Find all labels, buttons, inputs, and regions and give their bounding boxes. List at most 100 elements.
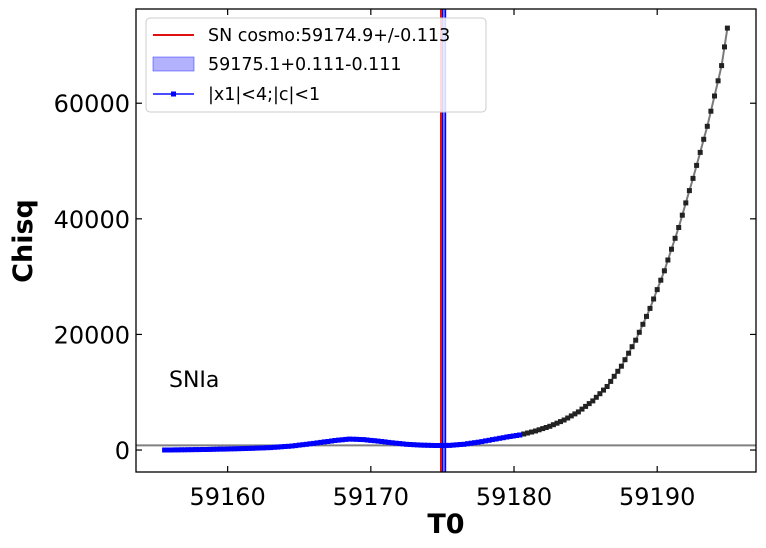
series-0-point — [368, 437, 374, 443]
series-0-point — [264, 445, 270, 451]
series-0-point — [250, 445, 256, 451]
y-tick-label: 60000 — [54, 90, 130, 118]
series-1-point — [669, 246, 674, 252]
series-0-point — [472, 440, 478, 446]
series-0-point — [379, 439, 385, 444]
series-1-point — [533, 428, 538, 434]
series-0-point — [397, 441, 402, 446]
series-1-point — [521, 431, 527, 437]
series-0-point — [192, 447, 198, 453]
series-0-point — [214, 446, 220, 452]
series-1-point — [604, 384, 610, 389]
legend-label-series: |x1|<4;|c|<1 — [208, 85, 320, 105]
series-0-point — [357, 437, 363, 442]
series-0-point — [185, 447, 191, 453]
series-0-point — [257, 445, 263, 451]
series-0-point — [497, 435, 503, 441]
legend-frame — [145, 17, 487, 113]
series-0-point — [318, 439, 324, 445]
x-tick-label: 59180 — [476, 483, 552, 511]
series-0-point — [207, 446, 213, 452]
series-0-point — [407, 442, 413, 447]
x-tick-label: 59160 — [189, 483, 265, 511]
series-0-point — [514, 433, 519, 438]
series-1-point — [701, 136, 707, 142]
series-0-point — [246, 445, 252, 451]
series-0-point — [268, 445, 274, 451]
series-1-point — [690, 175, 696, 181]
x-axis-title: T0 — [427, 509, 464, 540]
series-0-point — [172, 447, 178, 453]
series-1-point — [565, 415, 571, 421]
series-0-point — [504, 434, 510, 440]
axes: 59160 59170 59180 59190 0 20000 40000 60000 — [54, 9, 756, 511]
series-1-point — [586, 401, 592, 407]
series-0-point — [386, 439, 392, 445]
series-0 — [162, 432, 523, 453]
series-0-point — [325, 439, 331, 444]
series-0-point — [479, 439, 485, 445]
series-0-point — [354, 436, 359, 442]
series-0-point — [425, 442, 431, 448]
plot-frame — [135, 8, 757, 473]
series-1-point — [615, 368, 621, 374]
series-0-point — [371, 438, 377, 444]
series-1-point — [704, 123, 710, 129]
series-0-point — [361, 437, 367, 443]
series-1-point — [626, 350, 632, 356]
series-0-point — [339, 437, 345, 443]
series-0-point — [465, 441, 470, 447]
series-0-point — [336, 437, 342, 443]
x-tick-label: 59170 — [333, 483, 409, 511]
series-0-point — [443, 442, 449, 448]
y-tick-label: 0 — [115, 437, 130, 465]
x-tick-label: 59190 — [619, 483, 695, 511]
series-1-point — [622, 357, 628, 363]
series-0-point — [286, 443, 291, 449]
series-0-point — [178, 447, 184, 453]
series-0-point — [393, 440, 399, 446]
series-0-point — [475, 439, 481, 445]
series-0-point — [278, 444, 284, 450]
series-0-point — [400, 441, 406, 447]
series-0-point — [165, 447, 171, 453]
series-0-point — [457, 442, 463, 447]
series-1-point — [583, 403, 589, 409]
y-axis-title: Chisq — [8, 199, 39, 283]
legend-label-band: 59175.1+0.111-0.111 — [208, 55, 402, 75]
series-0-point — [196, 447, 202, 453]
series-1-point — [525, 430, 531, 436]
series-0-point — [517, 432, 523, 438]
series-0-point — [271, 444, 277, 450]
series-1-point — [633, 337, 639, 343]
series-1-point — [636, 329, 642, 335]
series-1-point — [590, 398, 596, 404]
series-0-point — [189, 447, 195, 453]
series-0-point — [454, 442, 460, 448]
series-1-point — [554, 420, 560, 426]
series-0-point — [168, 447, 174, 453]
series-0-point — [461, 441, 467, 447]
series-0-point — [329, 438, 334, 444]
series-1-point — [679, 212, 685, 218]
series-1-point — [597, 391, 603, 397]
series-0-point — [507, 434, 513, 439]
series-0-point — [418, 442, 424, 448]
series-0-point — [343, 436, 349, 442]
series-0-point — [493, 436, 499, 442]
series-0-point — [260, 445, 266, 451]
series-1-point — [694, 162, 700, 168]
series-0-point — [221, 446, 227, 452]
series-0-point — [210, 446, 216, 452]
legend-label-vertical-line: SN cosmo:59174.9+/-0.113 — [208, 26, 450, 46]
series-1-point — [724, 25, 730, 31]
series-0-point — [293, 443, 299, 449]
series-0-point — [422, 442, 427, 448]
series-0-point — [289, 443, 295, 449]
series-0-point — [321, 439, 327, 445]
series-1-point — [647, 305, 653, 311]
series-0-point — [404, 441, 410, 447]
series-0-point — [243, 446, 248, 451]
series-0-point — [203, 447, 209, 452]
series-1-point — [543, 425, 549, 430]
